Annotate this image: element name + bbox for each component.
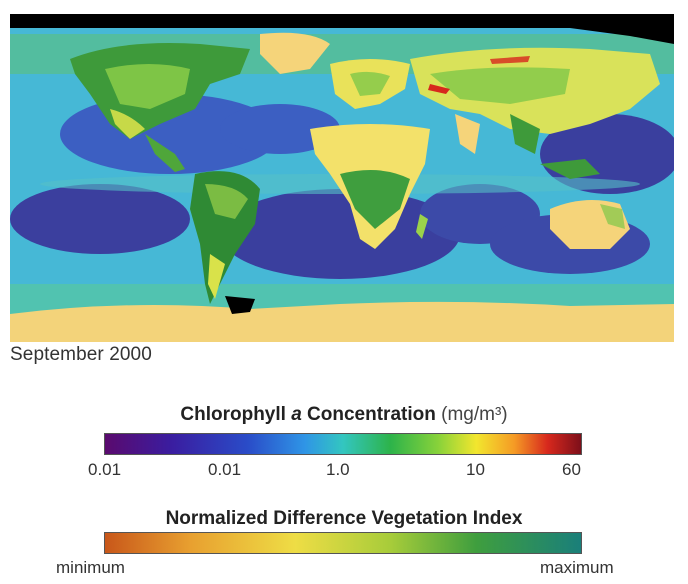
chlorophyll-tick-4: 10 [466, 460, 485, 479]
chlorophyll-title-post: Concentration [301, 404, 436, 425]
chlorophyll-tick-1: 0.01 [88, 460, 122, 479]
world-map [10, 14, 674, 342]
chlorophyll-color-scale [104, 433, 582, 455]
ndvi-min-label: minimum [56, 558, 125, 577]
chlorophyll-tick-5: 60 [562, 460, 581, 479]
chlorophyll-tick-3: 1.0 [326, 460, 350, 479]
chlorophyll-tick-2: 0.01 [208, 460, 242, 479]
ndvi-legend-title: Normalized Difference Vegetation Index [165, 508, 523, 529]
chlorophyll-ndvi-map [10, 14, 674, 342]
chlorophyll-title-italic: a [291, 404, 302, 425]
map-date-caption: September 2000 [10, 344, 152, 365]
chlorophyll-legend-title: Chlorophyll a Concentration (mg/m³) [0, 404, 688, 426]
ndvi-color-scale [104, 532, 582, 554]
chlorophyll-unit: (mg/m³) [441, 404, 508, 425]
ndvi-max-label: maximum [540, 558, 614, 577]
chlorophyll-title-pre: Chlorophyll [180, 404, 292, 425]
